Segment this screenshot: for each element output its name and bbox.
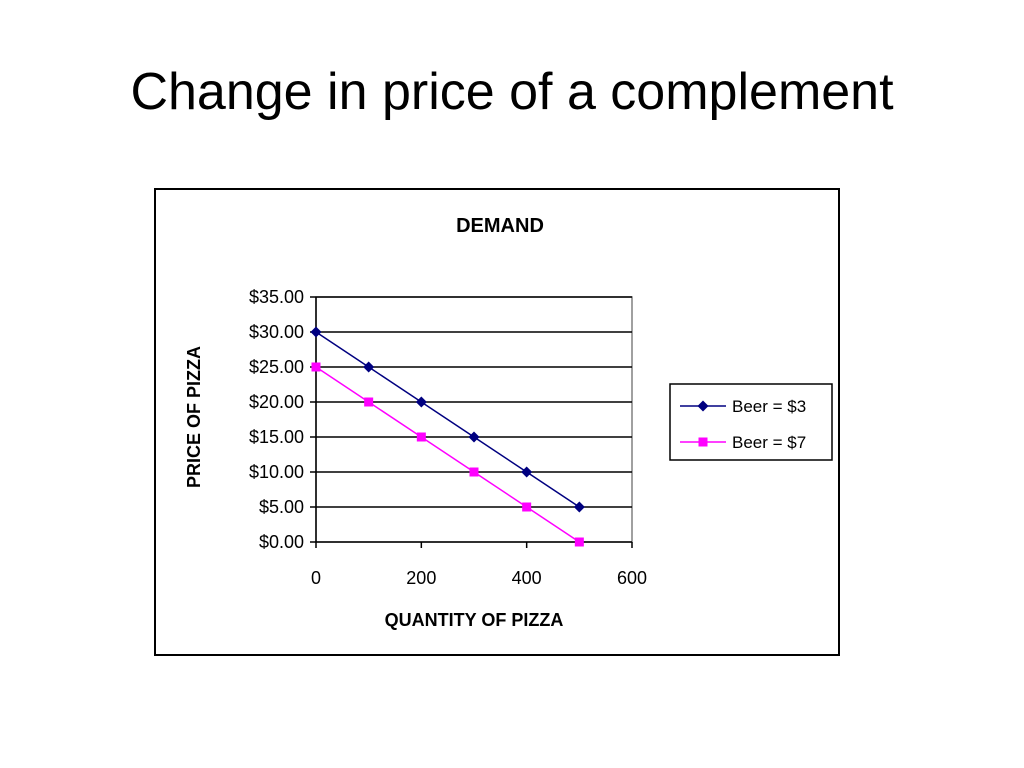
data-point [363,361,375,373]
plot-background [315,296,633,543]
chart-title: DEMAND [456,215,544,237]
legend-entry: Beer = $7 [732,433,806,452]
x-tick-label: 200 [406,568,436,588]
data-point [697,400,709,412]
legend-entry: Beer = $3 [732,397,806,416]
y-tick-label: $15.00 [249,427,304,447]
y-axis-label: PRICE OF PIZZA [184,346,204,488]
data-point [364,397,374,407]
data-point [573,501,585,513]
x-axis-label: QUANTITY OF PIZZA [385,610,564,630]
data-point [416,432,426,442]
chart-frame: DEMAND $0.00 $5.00 $10.00 $15.00 $20.00 $25.0… [154,188,840,656]
series-line [315,366,580,543]
series-line [315,331,580,508]
y-tick-label: $10.00 [249,462,304,482]
x-tick-label: 0 [311,568,321,588]
data-point [310,326,322,338]
legend-box [669,383,833,461]
y-tick-label: $20.00 [249,392,304,412]
data-point [522,502,532,512]
y-tick-label: $30.00 [249,322,304,342]
data-point [311,362,321,372]
data-point [469,467,479,477]
y-tick-label: $35.00 [249,287,304,307]
data-point [415,396,427,408]
plot-area: $0.00 $5.00 $10.00 $15.00 $20.00 $25.00 $30.00… [249,287,647,588]
data-point [698,437,708,447]
x-tick-label: 400 [512,568,542,588]
legend: Beer = $3 Beer = $7 [669,383,833,461]
y-tick-label: $25.00 [249,357,304,377]
y-tick-label: $5.00 [259,497,304,517]
data-point [468,431,480,443]
slide-title: Change in price of a complement [130,63,894,121]
data-point [574,537,584,547]
x-tick-label: 600 [617,568,647,588]
y-tick-label: $0.00 [259,532,304,552]
demand-chart: DEMAND $0.00 $5.00 $10.00 $15.00 $20.00 $25.0… [184,215,833,630]
data-point [521,466,533,478]
